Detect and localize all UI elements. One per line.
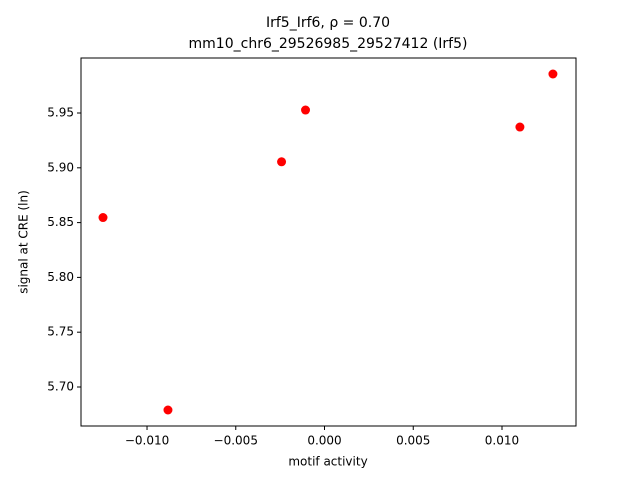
- point: [277, 157, 287, 167]
- y-tick-label: 5.95: [47, 106, 74, 120]
- point: [515, 122, 525, 132]
- x-tick-label: 0.000: [307, 434, 341, 448]
- y-tick-label: 5.80: [47, 270, 74, 284]
- y-axis-label: signal at CRE (ln): [17, 190, 31, 294]
- y-tick-label: 5.75: [47, 325, 74, 339]
- chart-subtitle: mm10_chr6_29526985_29527412 (Irf5): [189, 36, 468, 52]
- x-tick-label: 0.005: [396, 434, 430, 448]
- x-tick-label: 0.010: [485, 434, 519, 448]
- x-tick-label: −0.005: [214, 434, 258, 448]
- x-tick-label: −0.010: [125, 434, 169, 448]
- y-tick-label: 5.70: [47, 379, 74, 393]
- plot-frame: [80, 57, 577, 427]
- point: [548, 69, 558, 79]
- point: [301, 105, 311, 115]
- y-tick-label: 5.85: [47, 215, 74, 229]
- chart-title: Irf5_Irf6, ρ = 0.70: [266, 15, 390, 31]
- point: [163, 405, 173, 415]
- point: [98, 213, 108, 223]
- x-axis-label: motif activity: [288, 455, 367, 469]
- y-tick-label: 5.90: [47, 160, 74, 174]
